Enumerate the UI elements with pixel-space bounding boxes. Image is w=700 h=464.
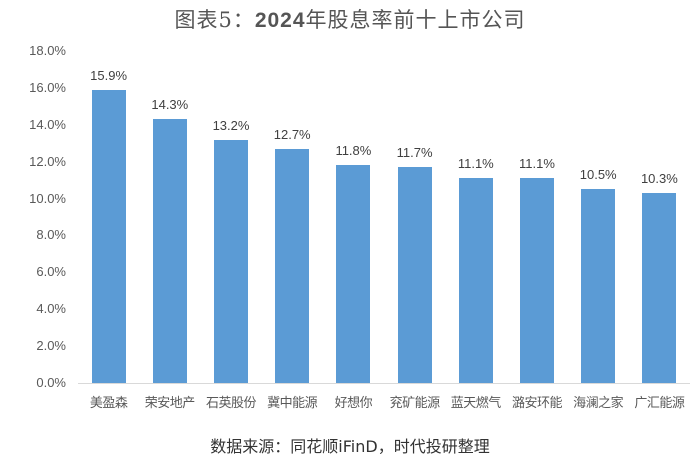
y-tick-label: 4.0% bbox=[36, 301, 66, 317]
x-category-label: 荣安地产 bbox=[144, 396, 196, 411]
bar-value-label: 10.3% bbox=[640, 171, 678, 187]
x-category-label: 冀中能源 bbox=[267, 396, 318, 411]
bar-value-label: 11.7% bbox=[396, 145, 433, 161]
x-category-label: 蓝天燃气 bbox=[450, 396, 502, 411]
x-category-label: 潞安环能 bbox=[511, 396, 563, 411]
y-tick-label: 2.0% bbox=[36, 338, 66, 354]
y-tick-label: 6.0% bbox=[36, 264, 66, 280]
bar bbox=[520, 178, 554, 383]
bar-value-label: 11.1% bbox=[519, 156, 555, 172]
x-category-label: 石英股份 bbox=[205, 396, 257, 411]
x-category-label: 广汇能源 bbox=[634, 396, 685, 411]
bar-value-label: 12.7% bbox=[273, 126, 311, 142]
bar bbox=[152, 119, 187, 383]
y-tick-label: 12.0% bbox=[29, 153, 66, 169]
bar-value-label: 15.9% bbox=[90, 67, 128, 83]
title-prefix: 图表5： bbox=[174, 8, 255, 32]
y-tick-label: 18.0% bbox=[29, 43, 66, 58]
bar bbox=[91, 89, 126, 383]
title-year: 2024 bbox=[254, 9, 306, 32]
y-tick-label: 10.0% bbox=[29, 190, 66, 206]
y-tick-label: 0.0% bbox=[36, 375, 66, 390]
data-source-note: 数据来源：同花顺iFinD，时代投研整理 bbox=[210, 437, 490, 456]
x-category-label: 好想你 bbox=[334, 396, 373, 411]
x-axis-line bbox=[78, 383, 690, 384]
bar-value-label: 10.5% bbox=[579, 167, 617, 183]
x-category-label: 美盈森 bbox=[89, 396, 128, 411]
bar bbox=[397, 167, 432, 383]
bar bbox=[336, 165, 371, 383]
title-rest: 年股息率前十上市公司 bbox=[305, 8, 526, 32]
chart-title: 图表5：2024年股息率前十上市公司 bbox=[0, 4, 700, 34]
bar bbox=[581, 189, 616, 383]
bar-value-label: 11.8% bbox=[335, 143, 372, 159]
y-tick-label: 14.0% bbox=[29, 116, 66, 132]
bar bbox=[275, 148, 310, 383]
bar-value-label: 14.3% bbox=[151, 97, 189, 113]
y-tick-label: 16.0% bbox=[29, 79, 66, 95]
y-tick-label: 8.0% bbox=[36, 227, 66, 243]
bar-value-label: 11.1% bbox=[457, 156, 494, 172]
bar bbox=[214, 139, 248, 383]
x-category-label: 兖矿能源 bbox=[389, 396, 441, 411]
bar bbox=[642, 193, 677, 383]
bar-value-label: 13.2% bbox=[212, 117, 250, 133]
bar bbox=[458, 178, 493, 383]
x-category-label: 海澜之家 bbox=[573, 396, 624, 411]
